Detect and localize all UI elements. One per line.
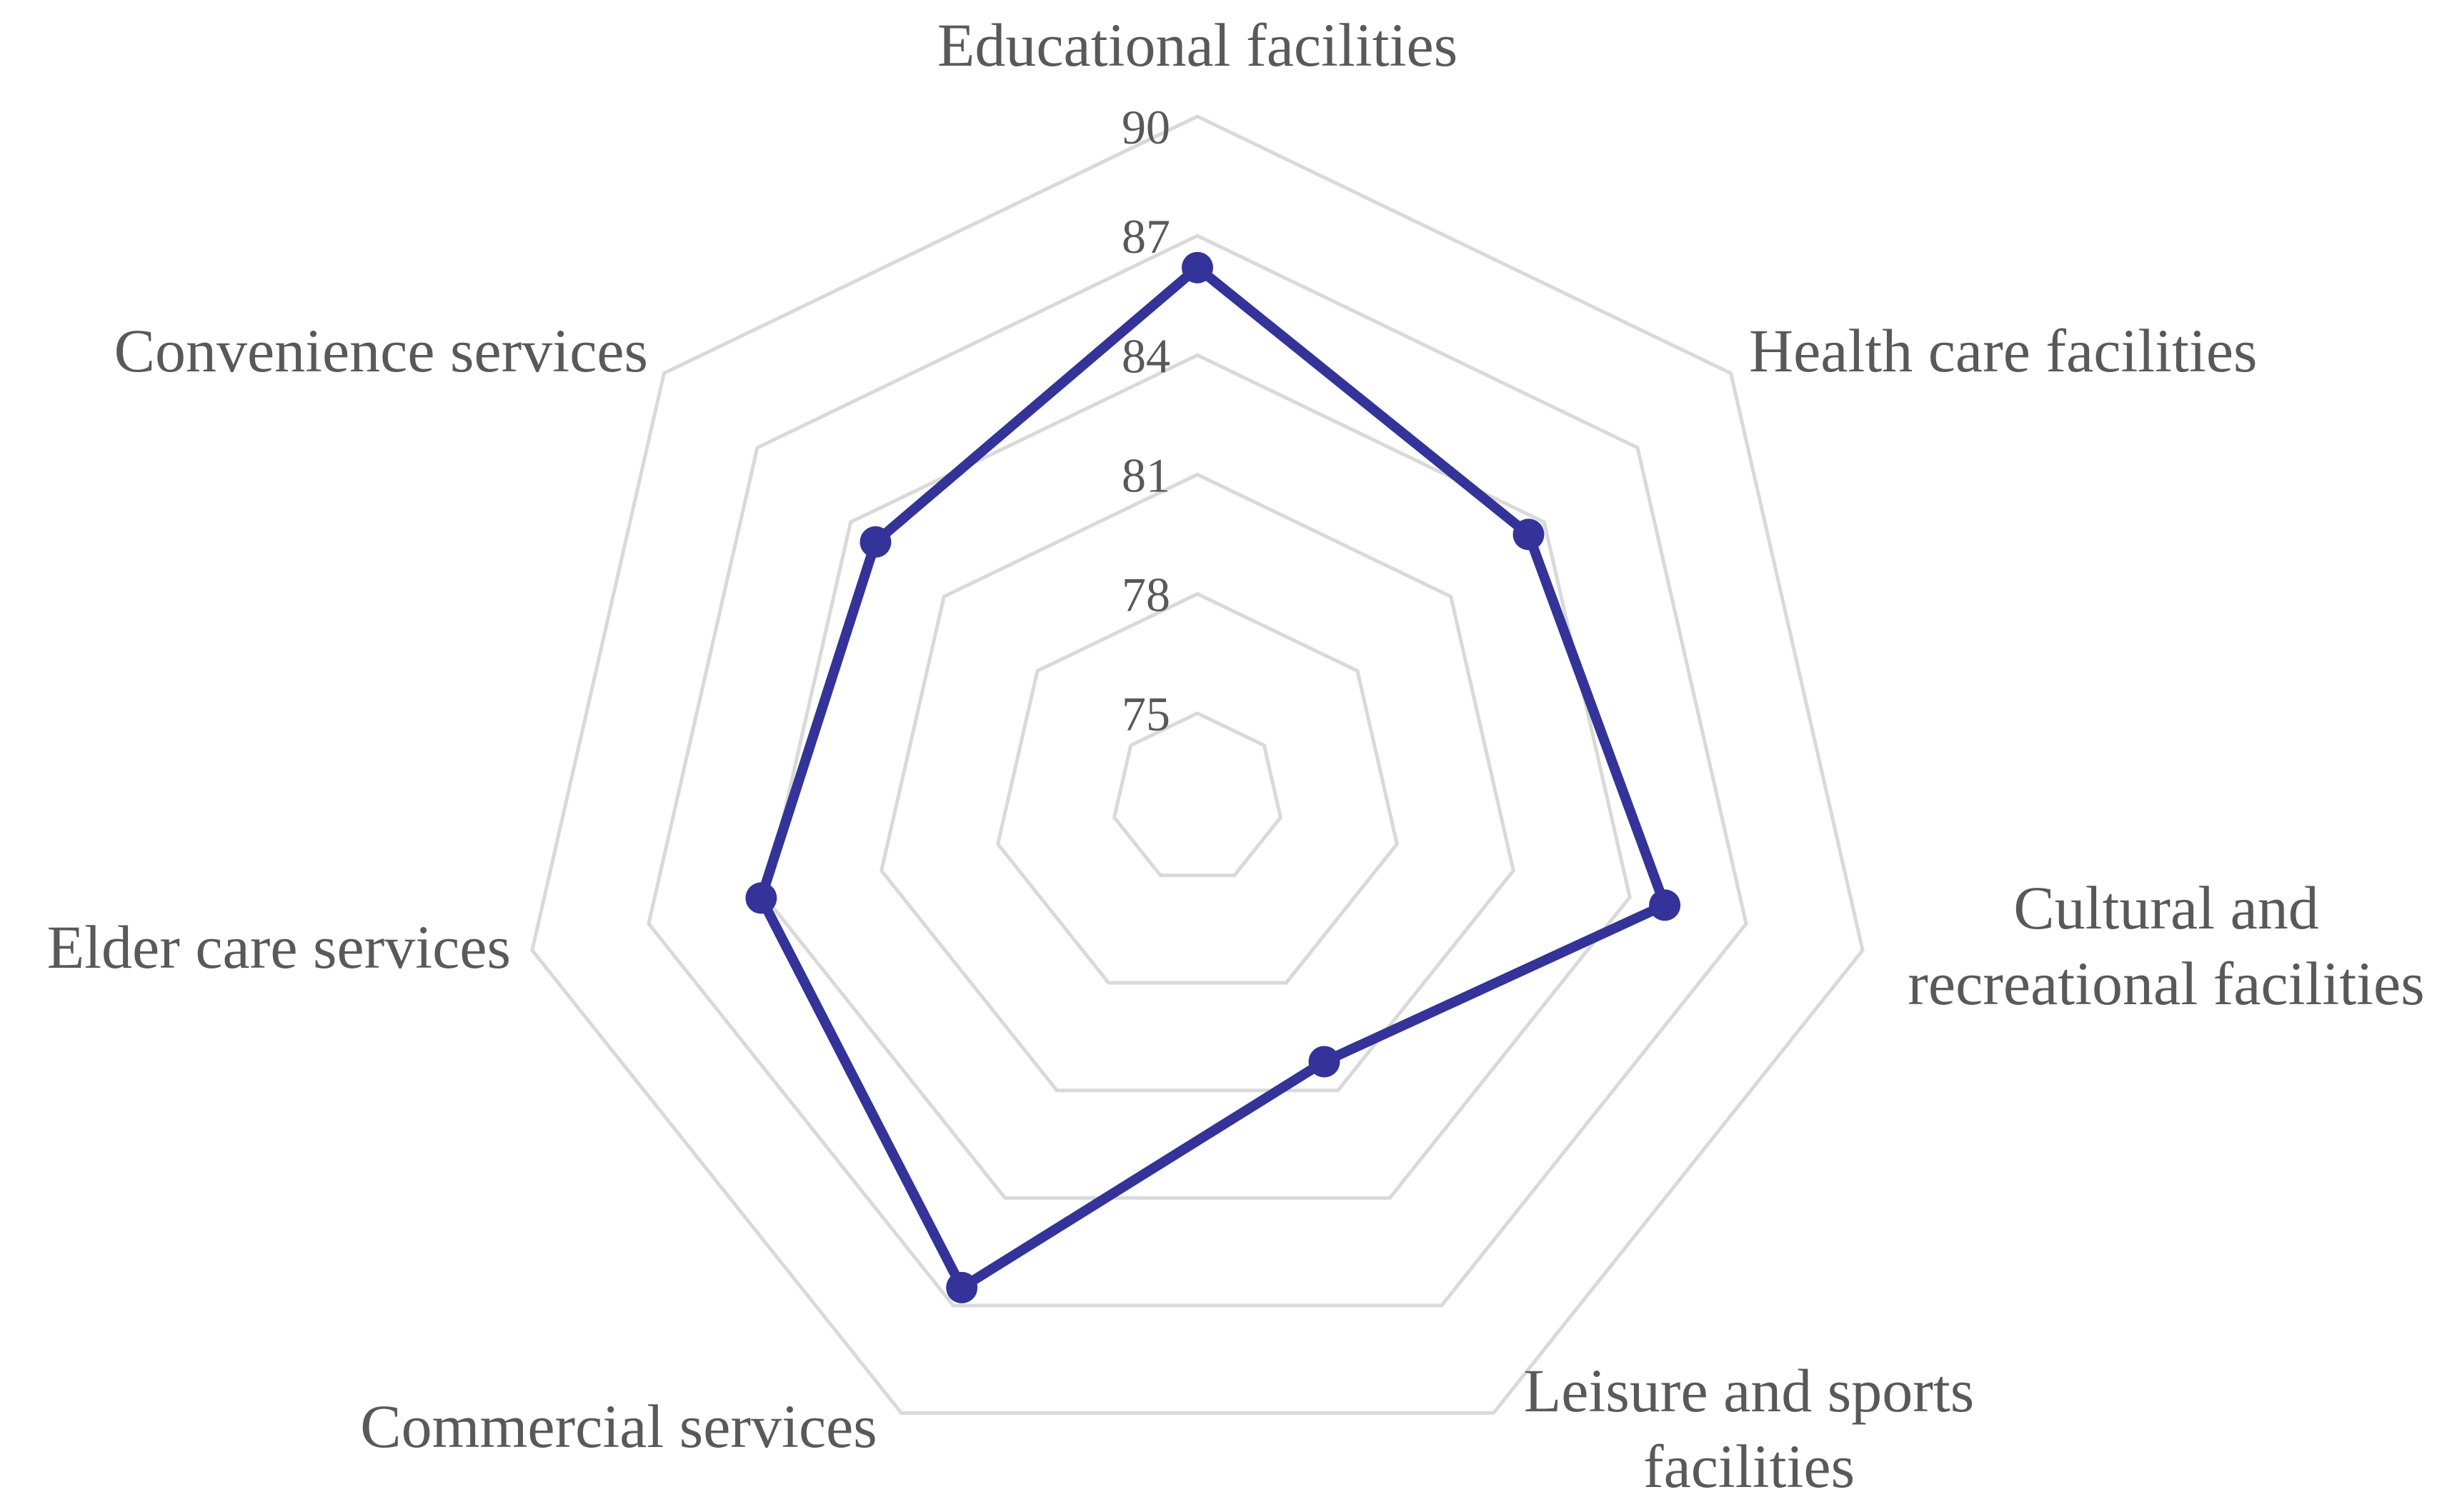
- data-point: [1512, 519, 1545, 551]
- category-label-line: facilities: [1643, 1432, 1855, 1501]
- tick-label: 81: [1122, 448, 1170, 502]
- category-label-line: recreational facilities: [1908, 949, 2424, 1018]
- data-point: [859, 526, 892, 558]
- category-label-line: Health care facilities: [1749, 316, 2257, 385]
- category-label: Commercial services: [360, 1392, 877, 1461]
- category-label: Leisure and sports facilities: [1524, 1356, 1975, 1501]
- grid-ring: [879, 472, 1516, 1093]
- series-line: [756, 262, 1670, 1293]
- grid-ring: [1112, 711, 1283, 878]
- data-point: [1182, 251, 1213, 284]
- category-label-line: Leisure and sports: [1524, 1356, 1975, 1425]
- data-series: [745, 251, 1681, 1303]
- tick-label: 78: [1122, 568, 1170, 622]
- data-point: [1308, 1046, 1340, 1078]
- radial-tick-labels: 75 78 81 84 87 90: [1122, 100, 1170, 741]
- grid-ring: [763, 353, 1632, 1200]
- tick-label: 75: [1122, 687, 1170, 741]
- grid-ring: [647, 234, 1748, 1308]
- category-label: Elder care services: [47, 913, 511, 981]
- tick-label: 84: [1122, 329, 1170, 383]
- radar-grid: [530, 114, 1865, 1415]
- category-label: Health care facilities: [1749, 316, 2257, 385]
- category-label-line: Convenience services: [114, 316, 648, 385]
- data-point: [1649, 889, 1681, 921]
- category-label-line: Cultural and: [2013, 873, 2319, 942]
- category-label-line: Commercial services: [360, 1392, 877, 1461]
- tick-label: 87: [1122, 209, 1170, 264]
- category-label: Convenience services: [114, 316, 648, 385]
- grid-ring: [995, 591, 1400, 985]
- category-label: Cultural and recreational facilities: [1908, 873, 2424, 1018]
- category-label: Educational facilities: [937, 11, 1457, 79]
- category-label-line: Educational facilities: [937, 11, 1457, 79]
- tick-label: 90: [1122, 100, 1170, 154]
- category-labels: Educational facilities Health care facili…: [47, 11, 2425, 1501]
- data-point: [946, 1271, 978, 1303]
- data-point: [745, 882, 777, 914]
- grid-ring: [530, 114, 1865, 1415]
- category-label-line: Elder care services: [47, 913, 511, 981]
